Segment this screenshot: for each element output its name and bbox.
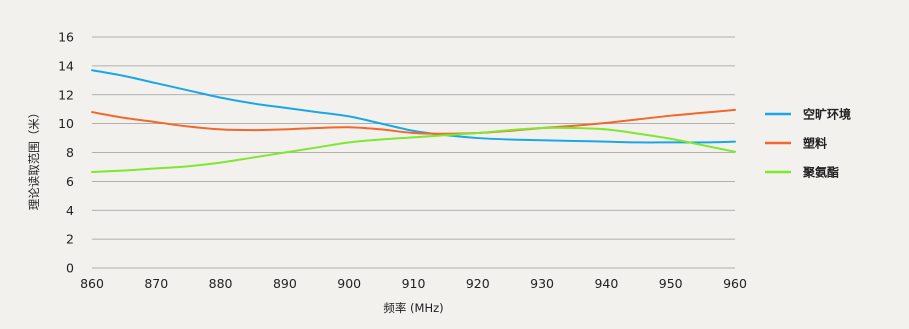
x-tick-label: 960 [723, 276, 747, 291]
legend-label: 塑料 [803, 136, 827, 151]
x-tick-label: 930 [530, 276, 554, 291]
series-lines [91, 69, 736, 173]
x-tick-label: 910 [402, 276, 426, 291]
x-tick-label: 870 [144, 276, 168, 291]
x-tick-label: 950 [659, 276, 683, 291]
x-axis-label: 频率 (MHz) [383, 301, 443, 315]
x-tick-label: 860 [80, 276, 104, 291]
y-tick-label: 16 [58, 30, 74, 45]
y-tick-label: 10 [58, 116, 74, 131]
y-axis-ticks: 0 2 4 6 8 10 12 14 16 [58, 30, 74, 276]
y-tick-label: 4 [66, 203, 74, 218]
y-tick-label: 12 [58, 87, 74, 102]
x-tick-label: 900 [337, 276, 361, 291]
x-axis-ticks: 860 870 880 890 900 910 920 930 940 950 960 [80, 276, 747, 291]
x-tick-label: 920 [466, 276, 490, 291]
x-tick-label: 880 [209, 276, 233, 291]
legend-label: 空旷环境 [803, 107, 851, 122]
y-tick-label: 2 [66, 232, 74, 247]
legend-label: 聚氨酯 [802, 165, 839, 180]
y-axis-label: 理论读取范围（米） [27, 107, 41, 211]
grid-lines [92, 36, 735, 269]
y-tick-label: 6 [66, 174, 74, 189]
y-tick-label: 8 [66, 145, 74, 160]
x-tick-label: 890 [273, 276, 297, 291]
y-tick-label: 0 [66, 261, 74, 276]
series-line [91, 126, 736, 173]
x-tick-label: 940 [594, 276, 618, 291]
series-line [91, 108, 736, 135]
series-line [91, 69, 736, 144]
y-tick-label: 14 [58, 58, 74, 73]
